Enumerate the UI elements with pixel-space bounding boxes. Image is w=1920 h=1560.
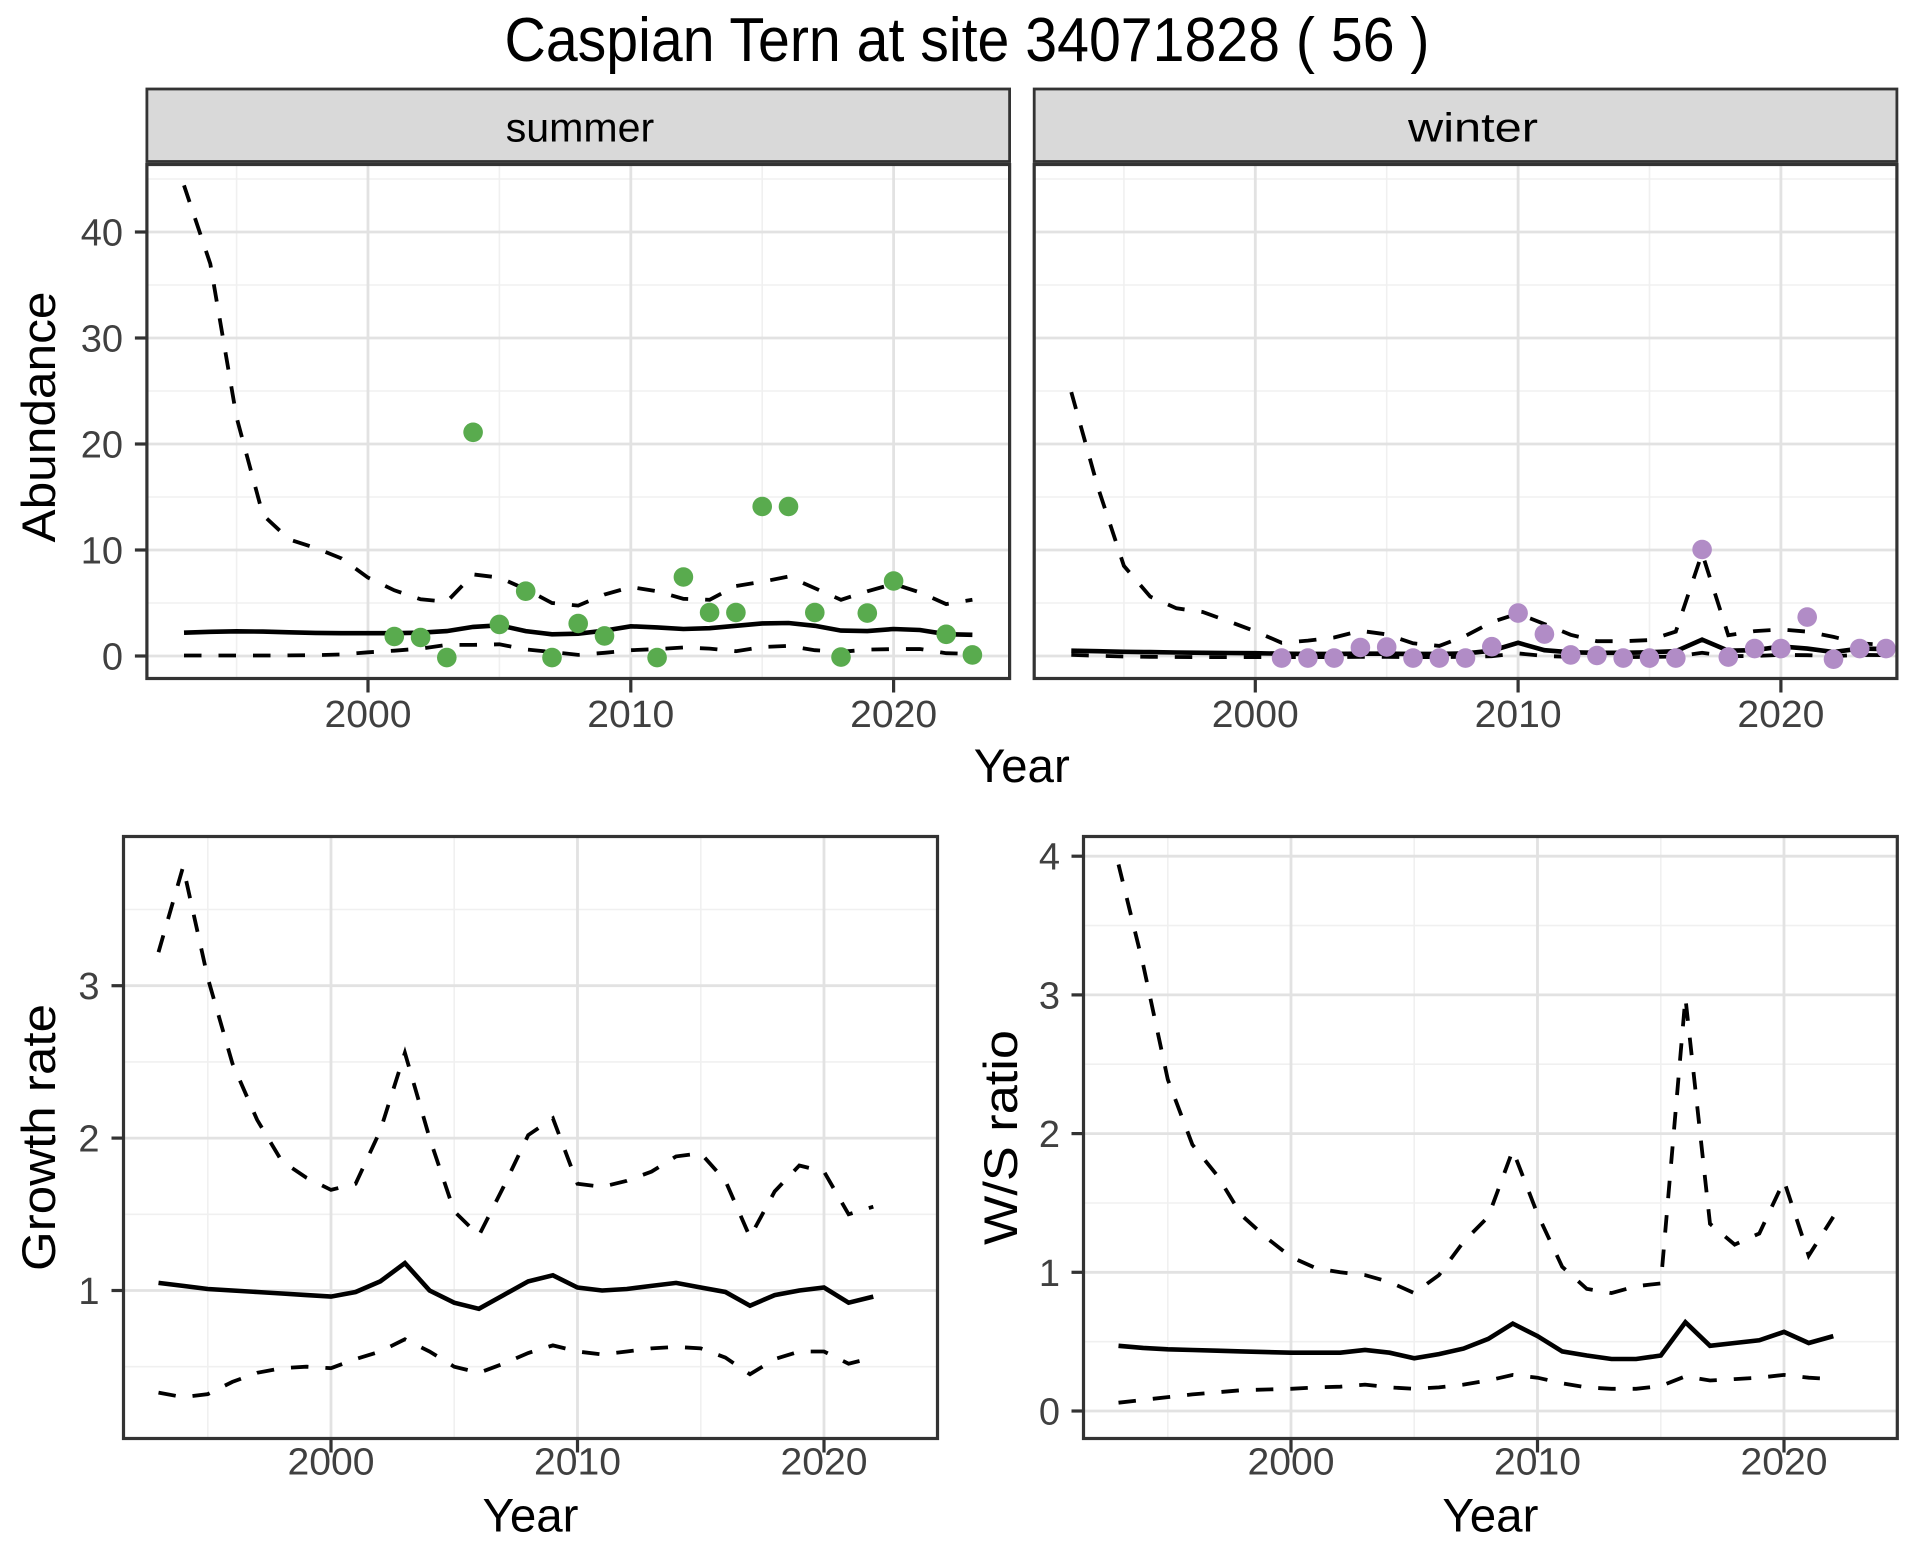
svg-text:2010: 2010 xyxy=(1494,1442,1581,1484)
svg-text:Year: Year xyxy=(974,739,1070,792)
svg-text:0: 0 xyxy=(1039,1392,1060,1434)
svg-text:2: 2 xyxy=(1039,1114,1060,1156)
svg-text:Abundance: Abundance xyxy=(12,292,65,543)
svg-text:summer: summer xyxy=(506,105,655,151)
svg-text:2000: 2000 xyxy=(325,694,412,736)
svg-text:2010: 2010 xyxy=(1475,694,1562,736)
svg-text:2010: 2010 xyxy=(534,1442,621,1484)
svg-text:Growth rate: Growth rate xyxy=(12,1004,65,1271)
svg-text:1: 1 xyxy=(1039,1253,1060,1295)
svg-text:Year: Year xyxy=(1442,1489,1538,1542)
svg-text:3: 3 xyxy=(1039,975,1060,1017)
svg-text:30: 30 xyxy=(81,319,123,361)
svg-text:2010: 2010 xyxy=(587,694,674,736)
svg-text:0: 0 xyxy=(102,637,123,679)
svg-text:2020: 2020 xyxy=(1737,694,1824,736)
svg-text:Caspian Tern at site 34071828: Caspian Tern at site 34071828 ( 56 ) xyxy=(505,6,1430,75)
svg-text:W/S ratio: W/S ratio xyxy=(974,1030,1027,1245)
svg-text:2000: 2000 xyxy=(288,1442,375,1484)
svg-text:winter: winter xyxy=(1407,105,1538,151)
svg-text:1: 1 xyxy=(78,1271,99,1313)
svg-text:4: 4 xyxy=(1039,837,1060,879)
svg-text:Year: Year xyxy=(483,1489,579,1542)
svg-text:2020: 2020 xyxy=(781,1442,868,1484)
svg-text:2020: 2020 xyxy=(850,694,937,736)
svg-text:2020: 2020 xyxy=(1741,1442,1828,1484)
svg-text:20: 20 xyxy=(81,425,123,467)
svg-text:10: 10 xyxy=(81,531,123,573)
svg-text:2: 2 xyxy=(78,1119,99,1161)
svg-text:3: 3 xyxy=(78,966,99,1008)
svg-text:2000: 2000 xyxy=(1212,694,1299,736)
svg-text:40: 40 xyxy=(81,213,123,255)
svg-text:2000: 2000 xyxy=(1248,1442,1335,1484)
